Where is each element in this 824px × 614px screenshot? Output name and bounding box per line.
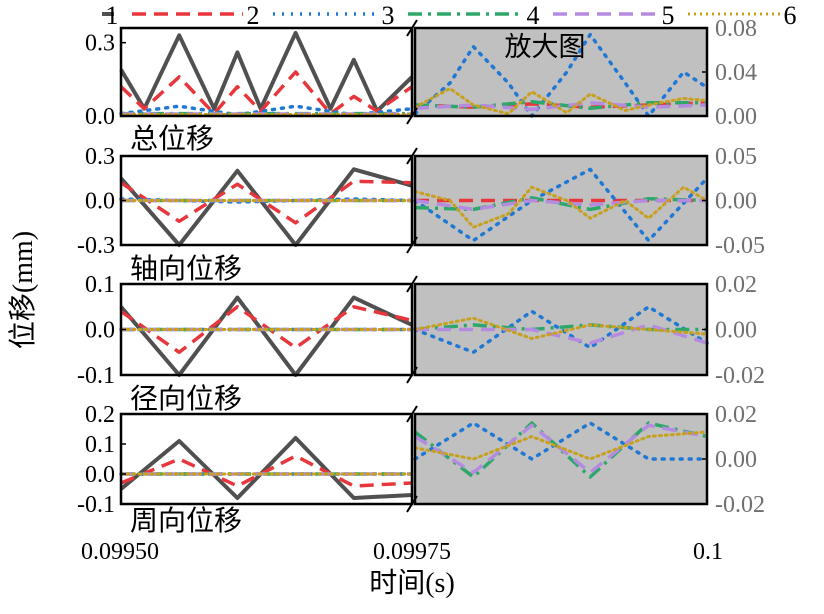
panel-title: 径向位移 <box>130 383 242 415</box>
axis-break-top <box>406 147 418 165</box>
series-2-left <box>120 179 413 225</box>
series-3-right <box>413 32 709 118</box>
legend-label-3: 3 <box>382 1 395 30</box>
left-tick-label: -0.1 <box>77 492 115 518</box>
series-5-right <box>414 101 708 112</box>
series-4-right <box>413 421 708 479</box>
series-1-left <box>119 295 413 377</box>
left-tick-label: 0.1 <box>85 432 115 458</box>
left-tick-label: 0.3 <box>85 31 115 57</box>
right-tick-label: 0.00 <box>715 318 757 344</box>
axis-break-bottom <box>406 495 418 513</box>
axis-break-bottom <box>406 366 418 384</box>
series-1-left <box>119 30 414 114</box>
panel-4: -0.1 0.0 0.1 0.2 -0.02 0.00 0.02 周向位移 <box>77 402 765 537</box>
series-5-right <box>414 198 707 212</box>
right-tick-label: 0.02 <box>715 272 757 298</box>
right-tick-label: 0.02 <box>715 402 757 428</box>
zoom-label: 放大图 <box>505 32 586 62</box>
panel-title: 总位移 <box>130 123 214 155</box>
panel-title: 周向位移 <box>130 505 242 537</box>
legend-label-2: 2 <box>247 1 260 30</box>
left-tick-label: 0.3 <box>85 144 115 170</box>
series-6-right <box>413 185 709 229</box>
left-tick-label: 0.0 <box>85 189 115 215</box>
right-tick-label: 0.00 <box>715 189 757 215</box>
panel-3: -0.1 0.0 0.1 -0.02 0.00 0.02 径向位移 <box>77 272 765 415</box>
series-6-right <box>413 316 709 341</box>
left-tick-label: 0.2 <box>85 402 115 428</box>
chart-panels: 0.00.30.000.040.08总位移-0.30.00.3-0.050.00… <box>77 16 765 537</box>
y-axis-label: 位移(mm) <box>7 231 39 349</box>
series-1-left <box>119 167 413 247</box>
x-tick-label-1: 0.09975 <box>373 539 451 565</box>
axis-break-top <box>406 405 418 423</box>
left-tick-label: 0.0 <box>85 104 115 130</box>
legend-label-6: 6 <box>784 1 797 30</box>
right-tick-label: -0.02 <box>715 363 765 389</box>
series-5-right <box>415 323 708 345</box>
right-tick-label: 0.04 <box>715 60 757 86</box>
series-2-left <box>120 454 413 488</box>
series-3-right <box>413 167 709 243</box>
left-tick-label: 0.0 <box>85 318 115 344</box>
axis-break-top <box>406 275 418 293</box>
legend: 1 2 3 4 5 6 <box>102 1 797 30</box>
series-3-right <box>413 421 709 461</box>
series-2-left <box>119 70 414 116</box>
left-tick-label: -0.3 <box>77 233 115 259</box>
legend-label-5: 5 <box>662 1 675 30</box>
panel-title: 轴向位移 <box>130 253 242 285</box>
left-tick-label: -0.1 <box>77 363 115 389</box>
series-4-right <box>414 99 707 111</box>
right-tick-label: 0.05 <box>715 144 757 170</box>
right-tick-label: -0.02 <box>715 492 765 518</box>
series-6-right <box>413 430 709 461</box>
left-tick-label: 0.0 <box>85 462 115 488</box>
x-tick-label-2: 0.1 <box>693 539 723 565</box>
left-frame <box>119 412 414 506</box>
right-tick-label: 0.00 <box>715 447 757 473</box>
panel-2: -0.3 0.0 0.3 -0.05 0.00 0.05 轴向位移 <box>77 144 765 285</box>
series-2-left <box>119 305 413 355</box>
legend-label-1: 1 <box>106 1 119 30</box>
series-4-right <box>414 196 708 212</box>
x-tick-label-0: 0.09950 <box>81 539 159 565</box>
panel-1: 0.0 0.3 0.00 0.04 0.08 总位移 <box>85 16 757 155</box>
left-tick-label: 0.1 <box>85 272 115 298</box>
axis-break-bottom <box>406 236 418 254</box>
x-axis-label: 时间(s) <box>369 567 455 599</box>
left-frame <box>119 26 414 118</box>
right-tick-label: -0.05 <box>715 233 765 259</box>
axis-break-bottom <box>406 107 418 125</box>
axis-break-top <box>406 19 418 37</box>
legend-label-4: 4 <box>527 1 540 30</box>
series-6-right <box>413 87 709 116</box>
series-1-left <box>119 436 413 500</box>
right-tick-label: 0.08 <box>715 16 757 42</box>
series-5-right <box>414 423 708 475</box>
right-tick-label: 0.00 <box>715 104 757 130</box>
